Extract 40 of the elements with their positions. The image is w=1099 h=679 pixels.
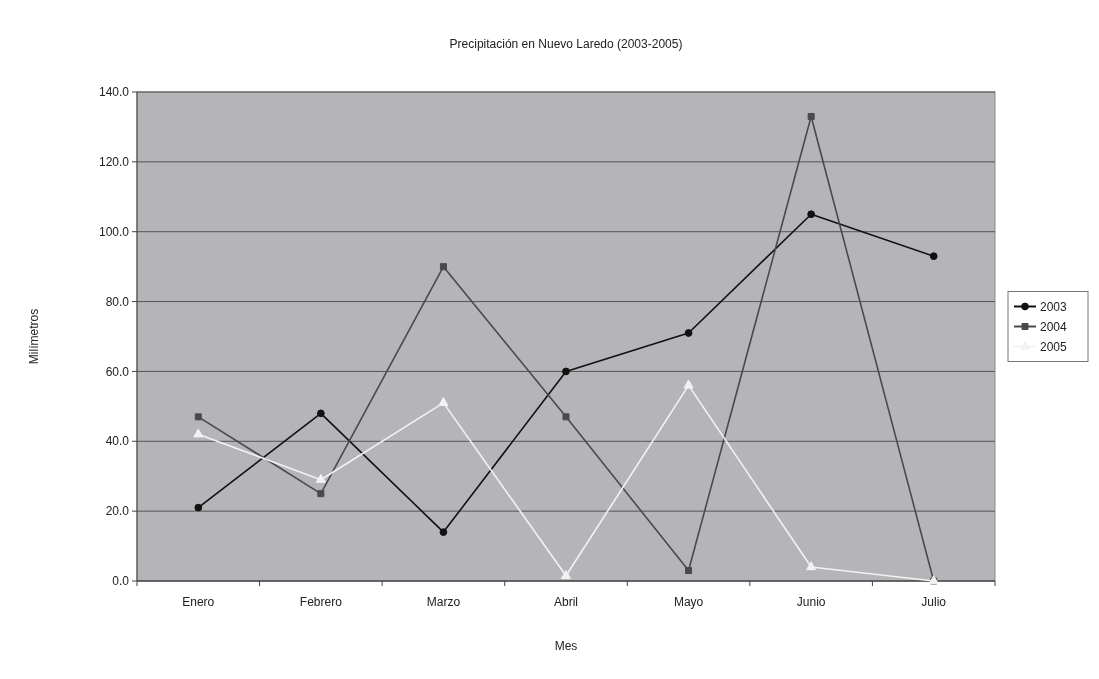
x-tick-label: Julio: [921, 595, 947, 609]
point: [316, 409, 325, 418]
point: [929, 252, 938, 261]
y-tick-label: 60.0: [105, 364, 130, 379]
y-tick-label: 120.0: [98, 155, 130, 170]
point: [438, 397, 449, 406]
x-tick-label: Marzo: [426, 595, 461, 609]
point: [317, 490, 325, 498]
point: [560, 570, 572, 579]
legend-label: 2005: [1040, 339, 1068, 354]
point: [562, 367, 570, 376]
point: [806, 561, 817, 571]
x-tick-label: Mayo: [673, 595, 704, 609]
point: [439, 263, 447, 271]
x-tick-label: Abril: [553, 595, 579, 609]
y-axis-title: Milímetros: [27, 308, 41, 365]
x-axis-title: Mes: [554, 639, 578, 653]
y-tick-label: 80.0: [105, 294, 130, 309]
y-tick-label: 40.0: [105, 434, 130, 449]
point: [807, 112, 815, 120]
y-tick-label: 140.0: [98, 85, 130, 100]
y-tick-label: 0.0: [112, 574, 130, 589]
point: [685, 567, 693, 575]
legend-label: 2003: [1040, 299, 1068, 314]
point: [684, 329, 693, 337]
point: [194, 503, 203, 512]
legend-label: 2004: [1040, 319, 1068, 334]
y-tick-label: 100.0: [98, 224, 130, 239]
x-tick-label: Enero: [182, 595, 215, 609]
point: [315, 473, 326, 483]
y-tick-label: 20.0: [105, 504, 130, 519]
point: [439, 528, 448, 536]
chart-title: Precipitación en Nuevo Laredo (2003-2005): [449, 37, 683, 51]
point: [193, 428, 204, 438]
point: [562, 413, 570, 421]
point: [807, 210, 816, 219]
point: [683, 379, 694, 389]
x-tick-label: Febrero: [299, 595, 343, 609]
x-tick-label: Junio: [796, 595, 826, 609]
point: [194, 413, 202, 421]
